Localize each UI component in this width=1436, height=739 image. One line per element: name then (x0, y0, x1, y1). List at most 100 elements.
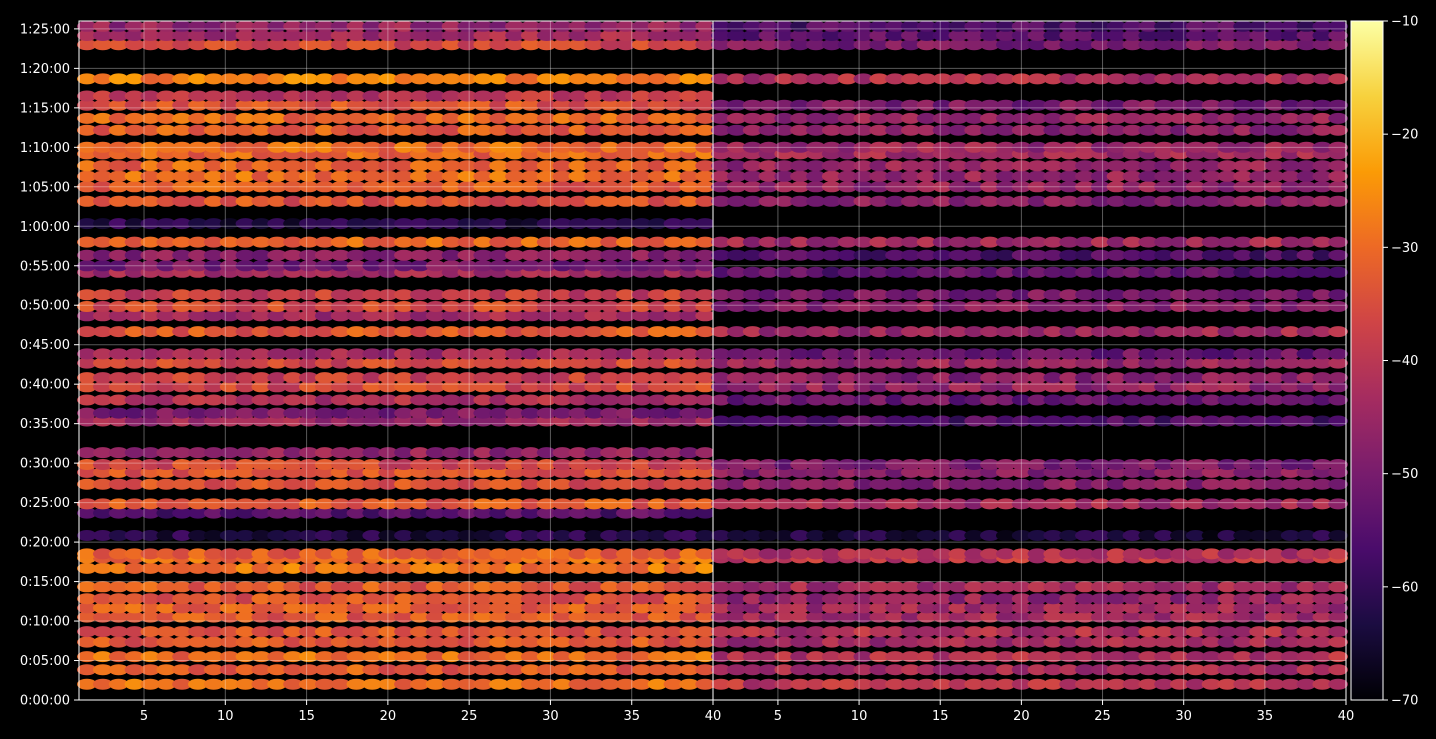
heatmap-cell (901, 348, 921, 360)
heatmap-cell (1328, 20, 1348, 32)
heatmap-cell (980, 160, 1000, 172)
heatmap-cell (346, 30, 367, 41)
heatmap-cell (473, 466, 494, 478)
heatmap-cell (77, 20, 97, 32)
heatmap-cell (1217, 593, 1238, 605)
heatmap-cell (695, 160, 715, 172)
heatmap-cell (235, 301, 256, 312)
heatmap-cell (77, 611, 97, 623)
heatmap-cell (441, 581, 462, 593)
heatmap-cell (283, 249, 303, 261)
heatmap-cell (1138, 124, 1158, 136)
heatmap-cell (1138, 73, 1158, 85)
heatmap-cell (1280, 348, 1301, 360)
heatmap-cell (1296, 39, 1317, 51)
heatmap-cell (219, 602, 240, 614)
heatmap-cell (568, 99, 589, 111)
heatmap-cell (108, 394, 129, 406)
heatmap-cell (916, 266, 937, 278)
heatmap-cell (853, 99, 874, 111)
heatmap-cell (885, 39, 905, 51)
heatmap-cell (996, 626, 1016, 638)
heatmap-cell (631, 372, 652, 384)
heatmap-cell (536, 651, 557, 663)
heatmap-cell (203, 218, 224, 230)
heatmap-cell (806, 611, 826, 623)
heatmap-cell (1312, 581, 1333, 593)
heatmap-cell (568, 593, 589, 605)
heatmap-cell (869, 112, 889, 124)
heatmap-cell (948, 381, 969, 393)
heatmap-cell (267, 249, 287, 261)
heatmap-cell (267, 459, 287, 470)
heatmap-cell (314, 326, 335, 338)
heatmap-cell (1075, 73, 1095, 85)
heatmap-cell (837, 651, 858, 663)
heatmap-cell (600, 636, 620, 648)
heatmap-cell (330, 636, 351, 648)
heatmap-cell (631, 326, 652, 338)
heatmap-cell (1043, 348, 1063, 360)
heatmap-cell (93, 289, 113, 301)
heatmap-cell (77, 581, 97, 593)
heatmap-cell (726, 112, 747, 124)
heatmap-cell (726, 348, 747, 360)
heatmap-cell (584, 249, 604, 261)
heatmap-cell (837, 611, 858, 623)
heatmap-cell (916, 459, 937, 470)
heatmap-cell (837, 20, 858, 32)
heatmap-cell (1154, 170, 1174, 182)
heatmap-cell (584, 611, 604, 623)
heatmap-cell (1328, 593, 1348, 605)
heatmap-cell (1201, 141, 1222, 153)
heatmap-cell (616, 357, 636, 369)
heatmap-cell (916, 289, 937, 301)
heatmap-cell (156, 478, 176, 490)
heatmap-cell (378, 415, 398, 427)
heatmap-cell (299, 407, 319, 419)
heatmap-cell (1043, 372, 1063, 384)
heatmap-cell (489, 124, 509, 136)
heatmap-cell (457, 498, 478, 510)
heatmap-cell (790, 20, 810, 32)
heatmap-cell (1265, 381, 1285, 393)
heatmap-cell (616, 112, 636, 124)
heatmap-cell (378, 548, 398, 560)
heatmap-cell (996, 20, 1016, 32)
heatmap-cell (267, 90, 287, 102)
heatmap-cell (203, 141, 224, 153)
heatmap-cell (552, 407, 573, 419)
heatmap-cell (536, 73, 557, 85)
heatmap-cell (536, 507, 557, 519)
heatmap-cell (267, 236, 287, 248)
heatmap-cell (267, 39, 287, 51)
heatmap-cell (489, 181, 509, 193)
heatmap-cell (552, 73, 573, 85)
heatmap-cell (172, 124, 192, 136)
heatmap-cell (758, 249, 779, 261)
heatmap-cell (568, 415, 589, 427)
heatmap-cell (93, 195, 113, 207)
heatmap-cell (758, 394, 779, 406)
heatmap-cell (1328, 124, 1348, 136)
heatmap-cell (1106, 73, 1127, 85)
heatmap-cell (869, 181, 889, 193)
heatmap-cell (203, 289, 224, 301)
heatmap-cell (758, 626, 779, 638)
heatmap-cell (932, 548, 953, 560)
heatmap-cell (172, 260, 192, 272)
heatmap-cell (219, 651, 240, 663)
heatmap-cell (726, 581, 747, 593)
heatmap-cell (885, 99, 905, 111)
heatmap-cell (1217, 498, 1238, 510)
heatmap-cell (362, 160, 383, 172)
heatmap-cell (568, 124, 589, 136)
heatmap-cell (425, 581, 446, 593)
heatmap-cell (489, 170, 509, 182)
heatmap-cell (283, 664, 303, 676)
heatmap-cell (489, 160, 509, 172)
heatmap-cell (299, 530, 319, 541)
heatmap-cell (330, 651, 351, 663)
heatmap-cell (584, 626, 604, 638)
heatmap-cell (124, 112, 145, 124)
